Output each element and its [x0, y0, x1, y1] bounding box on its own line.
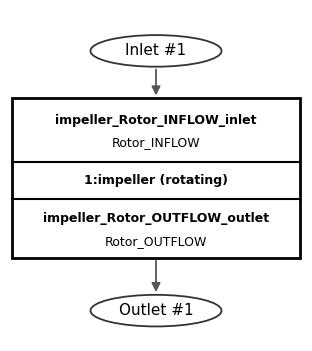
- Text: Inlet #1: Inlet #1: [125, 44, 187, 58]
- Text: Outlet #1: Outlet #1: [119, 303, 193, 318]
- Ellipse shape: [90, 35, 222, 67]
- Ellipse shape: [90, 295, 222, 326]
- Text: Rotor_INFLOW: Rotor_INFLOW: [112, 136, 200, 150]
- Text: Rotor_OUTFLOW: Rotor_OUTFLOW: [105, 234, 207, 247]
- Text: impeller_Rotor_INFLOW_inlet: impeller_Rotor_INFLOW_inlet: [55, 114, 257, 127]
- Bar: [12, 98, 300, 258]
- Text: impeller_Rotor_OUTFLOW_outlet: impeller_Rotor_OUTFLOW_outlet: [43, 212, 269, 225]
- Text: 1:impeller (rotating): 1:impeller (rotating): [84, 174, 228, 187]
